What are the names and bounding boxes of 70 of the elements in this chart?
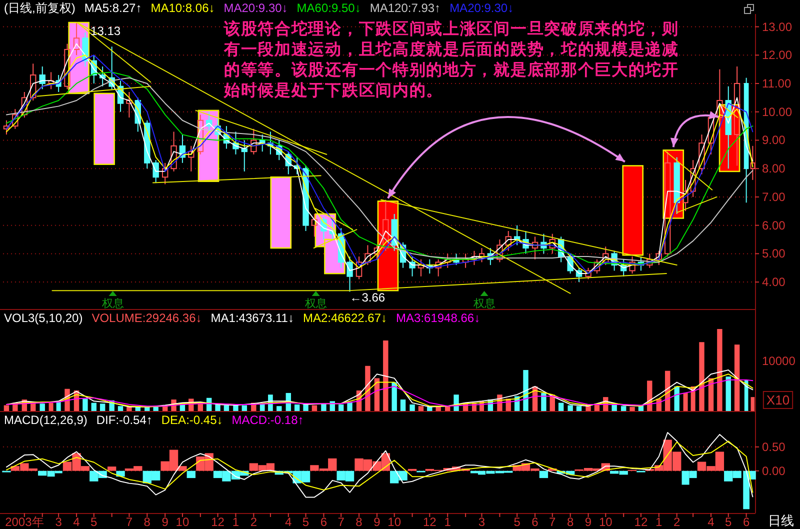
text: MA2:46622.67↓ [302,311,388,325]
x-tick-label: 8 [144,515,151,529]
text: 日线 [768,513,794,528]
x-tick-label: 10 [388,515,402,529]
x-tick-label: 7 [126,515,133,529]
x-tick-label: 1 [656,515,663,529]
text: MA120:7.93↑ [370,1,441,15]
text: 10000 [762,354,796,368]
x-tick-label: 5 [725,515,732,529]
x-tick-label: 8 [566,515,574,529]
y-tick-label: 6.00 [762,218,786,232]
y-tick-label: 4.00 [762,275,786,290]
text: MA3:61948.66↓ [396,311,480,325]
annotation: 权息 [100,297,124,310]
text: MA60:9.50↓ [296,1,361,15]
y-tick-label: 8.00 [762,162,786,176]
annotation: 权息 [472,297,496,310]
annotation: 权息 [304,297,327,310]
y-tick-label: 0.00 [762,464,786,478]
text: MA20:9.30↓ [450,1,514,15]
x-tick-label: 7 [338,515,345,529]
x-tick-label: 3 [55,515,62,529]
y-tick-label: 9.00 [762,133,786,148]
x-tick-label: 5 [514,515,521,529]
x-tick-label: 9 [162,515,169,529]
text: X10 [766,392,790,408]
annotation: 13.13 [90,24,121,38]
text: DEA:-0.45↓ [161,413,223,427]
text: DIF:-0.54↑ [96,413,152,427]
y-tick-label: 11.00 [762,76,792,90]
x-tick-label: 12 [422,515,437,529]
text: MA5:8.27↑ [84,1,142,15]
x-tick-label: 4 [285,515,292,529]
x-tick-label: 5 [302,515,310,529]
chart-title: MACD(12,26,9) [4,413,88,427]
x-tick-label: 7 [549,515,556,529]
x-tick-label: 6 [742,515,750,529]
x-tick-label: 9 [374,515,381,529]
x-tick-label: 10 [176,515,190,529]
x-tick-label: 6 [532,515,539,529]
x-tick-label: 3 [478,515,486,529]
x-tick-label: 10 [598,515,613,529]
y-tick-label: 10.00 [762,104,792,119]
x-tick-label: 4 [73,515,80,529]
y-tick-label: 12.00 [762,48,792,62]
text: MA10:8.06↓ [150,1,215,15]
x-tick-label: 8 [356,515,363,529]
x-tick-label: 2003年 [5,515,44,529]
x-tick-label: 1 [444,515,452,529]
x-tick-label: 1 [232,515,240,529]
y-tick-label: 0.50 [762,440,786,454]
x-tick-label: 5 [90,515,98,529]
y-tick-label: 13.00 [762,20,792,34]
chart-title: VOL3(5,10,20) [4,311,83,325]
text: VOLUME:29246.36↓ [92,311,202,325]
x-tick-label: 6 [320,515,328,529]
x-tick-label: 12 [211,515,225,529]
x-tick-label: 4 [708,515,715,529]
annotation: ←3.66 [350,290,386,305]
y-tick-label: 5.00 [762,246,786,261]
legend-label: MA20:9.30↓ [224,1,288,15]
x-tick-label: 12 [634,515,648,529]
text: MACD:-0.18↑ [232,413,304,427]
text: MA1:43673.11↓ [210,311,294,325]
y-tick-label: 7.00 [762,190,786,204]
x-tick-label: 9 [584,515,592,529]
annotation: 该股符合坨理论，下跌区间或上涨区间一旦突破原来的坨，则有一段加速运动，且坨高度就是后面的跌势，坨的规模是递减的等等。该股还有一个特别的地方，就是底部那个巨大的坨开始时候是处于下跌区间内的。 [223,19,679,100]
chart-title: (日线,前复权) [4,1,76,15]
x-tick-label: 2 [674,515,681,529]
x-tick-label: 2 [250,515,258,529]
